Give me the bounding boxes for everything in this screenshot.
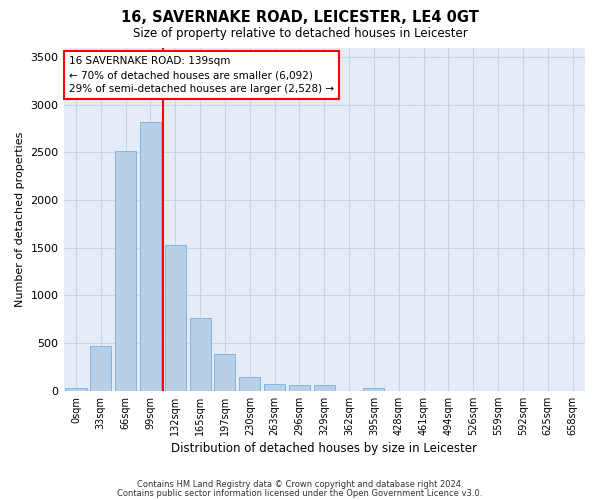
X-axis label: Distribution of detached houses by size in Leicester: Distribution of detached houses by size … bbox=[171, 442, 477, 455]
Text: 16, SAVERNAKE ROAD, LEICESTER, LE4 0GT: 16, SAVERNAKE ROAD, LEICESTER, LE4 0GT bbox=[121, 10, 479, 25]
Bar bbox=[190, 318, 211, 391]
Bar bbox=[165, 245, 186, 391]
Bar bbox=[115, 152, 136, 391]
Bar bbox=[364, 388, 385, 391]
Bar bbox=[140, 122, 161, 391]
Text: Size of property relative to detached houses in Leicester: Size of property relative to detached ho… bbox=[133, 28, 467, 40]
Bar bbox=[264, 384, 285, 391]
Y-axis label: Number of detached properties: Number of detached properties bbox=[15, 132, 25, 307]
Text: Contains HM Land Registry data © Crown copyright and database right 2024.: Contains HM Land Registry data © Crown c… bbox=[137, 480, 463, 489]
Text: Contains public sector information licensed under the Open Government Licence v3: Contains public sector information licen… bbox=[118, 489, 482, 498]
Bar bbox=[65, 388, 86, 391]
Bar bbox=[214, 354, 235, 391]
Bar bbox=[289, 385, 310, 391]
Text: 16 SAVERNAKE ROAD: 139sqm
← 70% of detached houses are smaller (6,092)
29% of se: 16 SAVERNAKE ROAD: 139sqm ← 70% of detac… bbox=[69, 56, 334, 94]
Bar bbox=[239, 377, 260, 391]
Bar bbox=[90, 346, 112, 391]
Bar bbox=[314, 385, 335, 391]
